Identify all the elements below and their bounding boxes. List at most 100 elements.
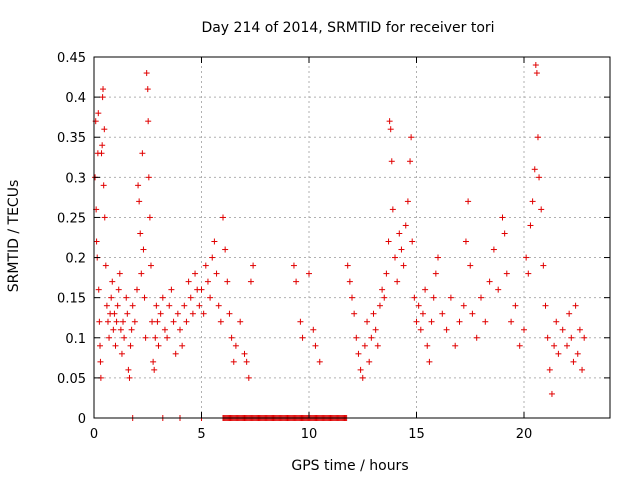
data-point <box>460 302 467 309</box>
data-point <box>430 294 437 301</box>
data-point <box>140 246 147 253</box>
data-point <box>379 286 386 293</box>
axis-ticks: 0 0.05 0.1 0.15 0.2 0.25 0.3 0.35 0.4 0.45 0 5 10 15 2… <box>57 51 610 442</box>
data-point <box>559 326 566 333</box>
data-point <box>155 342 162 349</box>
data-point <box>478 294 484 301</box>
data-point <box>408 134 415 141</box>
data-point <box>185 278 192 285</box>
data-point <box>168 286 175 293</box>
data-point <box>241 350 248 357</box>
data-point <box>353 334 360 341</box>
data-point <box>111 310 118 317</box>
data-point <box>228 334 235 341</box>
data-point <box>540 262 547 269</box>
data-point <box>192 270 199 277</box>
data-point <box>179 342 186 349</box>
data-point <box>432 270 439 277</box>
data-point <box>196 302 203 309</box>
data-point <box>581 334 588 341</box>
data-point <box>398 246 405 253</box>
data-point <box>351 310 358 317</box>
data-point <box>310 326 317 333</box>
data-point <box>207 294 214 301</box>
y-tick-label: 0.1 <box>65 332 86 347</box>
data-point <box>127 342 134 349</box>
data-point <box>153 302 160 309</box>
data-point <box>443 326 450 333</box>
data-point <box>202 262 209 269</box>
data-point <box>129 302 136 309</box>
data-point <box>128 326 135 333</box>
data-point <box>136 198 143 205</box>
data-point <box>542 302 549 309</box>
data-point <box>400 262 407 269</box>
data-point <box>538 206 545 213</box>
data-point <box>161 326 168 333</box>
data-point <box>213 270 220 277</box>
data-point <box>117 326 124 333</box>
data-point <box>551 342 558 349</box>
data-series <box>92 62 588 421</box>
data-point <box>230 358 237 365</box>
data-point <box>120 318 127 325</box>
data-point <box>211 238 218 245</box>
data-point <box>467 262 474 269</box>
data-point <box>100 182 107 189</box>
data-point <box>385 238 392 245</box>
data-point <box>428 318 435 325</box>
data-point <box>359 374 366 381</box>
data-point <box>124 310 131 317</box>
y-tick-label: 0.2 <box>65 252 86 267</box>
grid <box>94 57 610 418</box>
data-point <box>482 318 489 325</box>
data-point <box>97 358 104 365</box>
data-point <box>102 262 109 269</box>
data-point <box>106 334 113 341</box>
data-point <box>361 342 368 349</box>
data-point <box>101 214 108 221</box>
y-tick-label: 0.35 <box>57 131 86 146</box>
data-point <box>435 254 441 261</box>
data-point <box>293 278 300 285</box>
data-point <box>95 286 102 293</box>
data-point <box>456 318 463 325</box>
data-point <box>529 198 536 205</box>
data-point <box>149 318 156 325</box>
data-point <box>172 350 179 357</box>
data-point <box>426 358 433 365</box>
data-point <box>177 326 183 333</box>
data-point <box>392 254 398 261</box>
data-point <box>181 302 188 309</box>
data-point <box>250 262 257 269</box>
y-axis-label: SRMTID / TECUs <box>6 180 22 293</box>
y-tick-label: 0.3 <box>65 171 86 186</box>
y-tick-label: 0.15 <box>57 292 86 307</box>
data-point <box>503 270 510 277</box>
data-point <box>209 254 216 261</box>
data-point <box>533 70 540 77</box>
data-point <box>568 334 575 341</box>
data-point <box>531 166 538 173</box>
data-point <box>411 294 418 301</box>
data-point <box>174 310 181 317</box>
data-point <box>297 318 304 325</box>
data-point <box>364 318 371 325</box>
data-point <box>99 94 106 101</box>
data-point <box>145 118 152 125</box>
data-point <box>368 334 375 341</box>
data-point <box>93 238 100 245</box>
data-point <box>224 278 231 285</box>
data-point <box>144 86 151 93</box>
x-tick-label: 10 <box>301 427 318 442</box>
y-tick-label: 0.45 <box>57 51 86 66</box>
data-point <box>312 342 319 349</box>
data-point <box>126 374 133 381</box>
data-point <box>381 294 388 301</box>
data-point <box>110 326 117 333</box>
data-point <box>544 334 551 341</box>
x-axis-label: GPS time / hours <box>291 458 408 474</box>
data-point <box>402 222 409 229</box>
data-point <box>99 142 106 149</box>
data-point <box>152 334 159 341</box>
